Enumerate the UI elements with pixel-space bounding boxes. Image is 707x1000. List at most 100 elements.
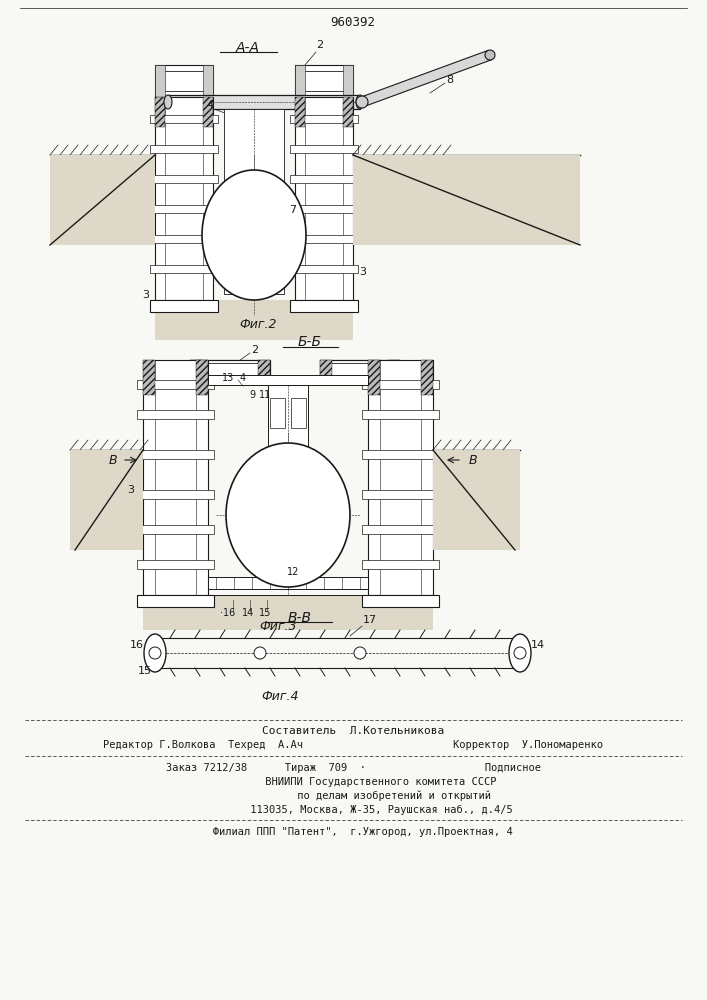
Text: по делам изобретений и открытий: по делам изобретений и открытий [216,791,491,801]
Text: 16: 16 [130,640,144,650]
Ellipse shape [164,95,172,109]
Circle shape [514,647,526,659]
Bar [362,410,439,419]
Bar [320,360,400,380]
Bar [268,385,308,505]
Bar [150,235,218,243]
Bar [362,490,439,499]
Text: 15: 15 [259,608,271,618]
Bar [208,577,368,589]
Text: В: В [469,454,477,466]
Bar [290,265,358,273]
Bar [295,65,305,97]
Text: 7: 7 [289,205,296,215]
Bar [190,360,270,380]
Text: ВНИИПИ Государственного комитета СССР: ВНИИПИ Государственного комитета СССР [209,777,497,787]
Bar [150,205,218,213]
Ellipse shape [509,634,531,672]
Bar [143,360,155,395]
Bar [203,65,213,97]
Text: 960392: 960392 [330,15,375,28]
Bar [362,560,439,569]
Bar [137,410,214,419]
Text: 13: 13 [222,373,234,383]
Bar [155,97,165,127]
Bar [196,360,208,395]
Bar [343,97,353,127]
Bar [143,595,433,630]
Text: 15: 15 [138,666,152,676]
Text: Фиг.2: Фиг.2 [239,318,276,332]
Text: Фиг.4: Фиг.4 [262,690,299,702]
Text: 17: 17 [363,615,377,625]
Text: Составитель  Л.Котельникова: Составитель Л.Котельникова [262,726,444,736]
Ellipse shape [202,170,306,300]
Bar [291,398,306,428]
Text: 9: 9 [249,390,255,400]
Bar [155,97,213,300]
Bar [301,71,347,91]
Bar [137,525,214,534]
Bar [343,65,353,97]
Bar [290,115,358,123]
Circle shape [254,647,266,659]
Bar [190,360,202,380]
Text: В: В [109,454,117,466]
Bar [290,205,358,213]
Bar [168,95,360,109]
Text: Б-Б: Б-Б [298,335,322,349]
Ellipse shape [226,443,350,587]
Bar [368,360,433,595]
Bar [150,300,218,312]
Text: ·16: ·16 [221,608,235,618]
Bar [295,97,305,127]
Bar [224,109,284,294]
Bar [290,145,358,153]
Bar [150,145,218,153]
Bar [137,595,214,607]
Text: Фиг.3: Фиг.3 [259,620,297,634]
Bar [50,155,155,245]
Bar [388,360,400,380]
Text: Филиал ППП "Патент",  г.Ужгород, ул.Проектная, 4: Филиал ППП "Патент", г.Ужгород, ул.Проек… [194,827,513,837]
Text: 8: 8 [446,75,454,85]
Text: А-А: А-А [236,41,260,55]
Bar [143,360,208,595]
Circle shape [149,647,161,659]
Bar [362,595,439,607]
Bar [155,300,353,340]
Text: Заказ 7212/38      Тираж  709  ·                   Подписное: Заказ 7212/38 Тираж 709 · Подписное [165,763,540,773]
Text: 14: 14 [242,608,254,618]
Bar [70,450,143,550]
Text: В-В: В-В [288,611,312,625]
Bar [155,65,165,97]
Bar [362,450,439,459]
Text: 3: 3 [143,290,149,300]
Text: 14: 14 [531,640,545,650]
Bar [295,65,353,97]
Bar [421,360,433,395]
Text: 113035, Москва, Ж-35, Раушская наб., д.4/5: 113035, Москва, Ж-35, Раушская наб., д.4… [194,805,513,815]
Bar [155,65,213,97]
Bar [137,560,214,569]
Ellipse shape [144,634,166,672]
Text: 12: 12 [287,567,299,577]
Text: 4: 4 [240,373,246,383]
Bar [150,175,218,183]
Bar [137,380,214,389]
Bar [270,398,285,428]
Bar [368,360,380,395]
Text: 2: 2 [317,40,324,50]
Bar [326,363,394,377]
Bar [295,97,353,300]
Text: 3: 3 [127,485,134,495]
Bar [161,71,207,91]
Bar [203,97,213,127]
Polygon shape [361,50,492,107]
Bar [353,155,580,245]
Text: 2: 2 [252,345,259,355]
Bar [290,175,358,183]
Text: 11: 11 [259,390,271,400]
Bar [433,450,520,550]
Ellipse shape [356,96,368,108]
